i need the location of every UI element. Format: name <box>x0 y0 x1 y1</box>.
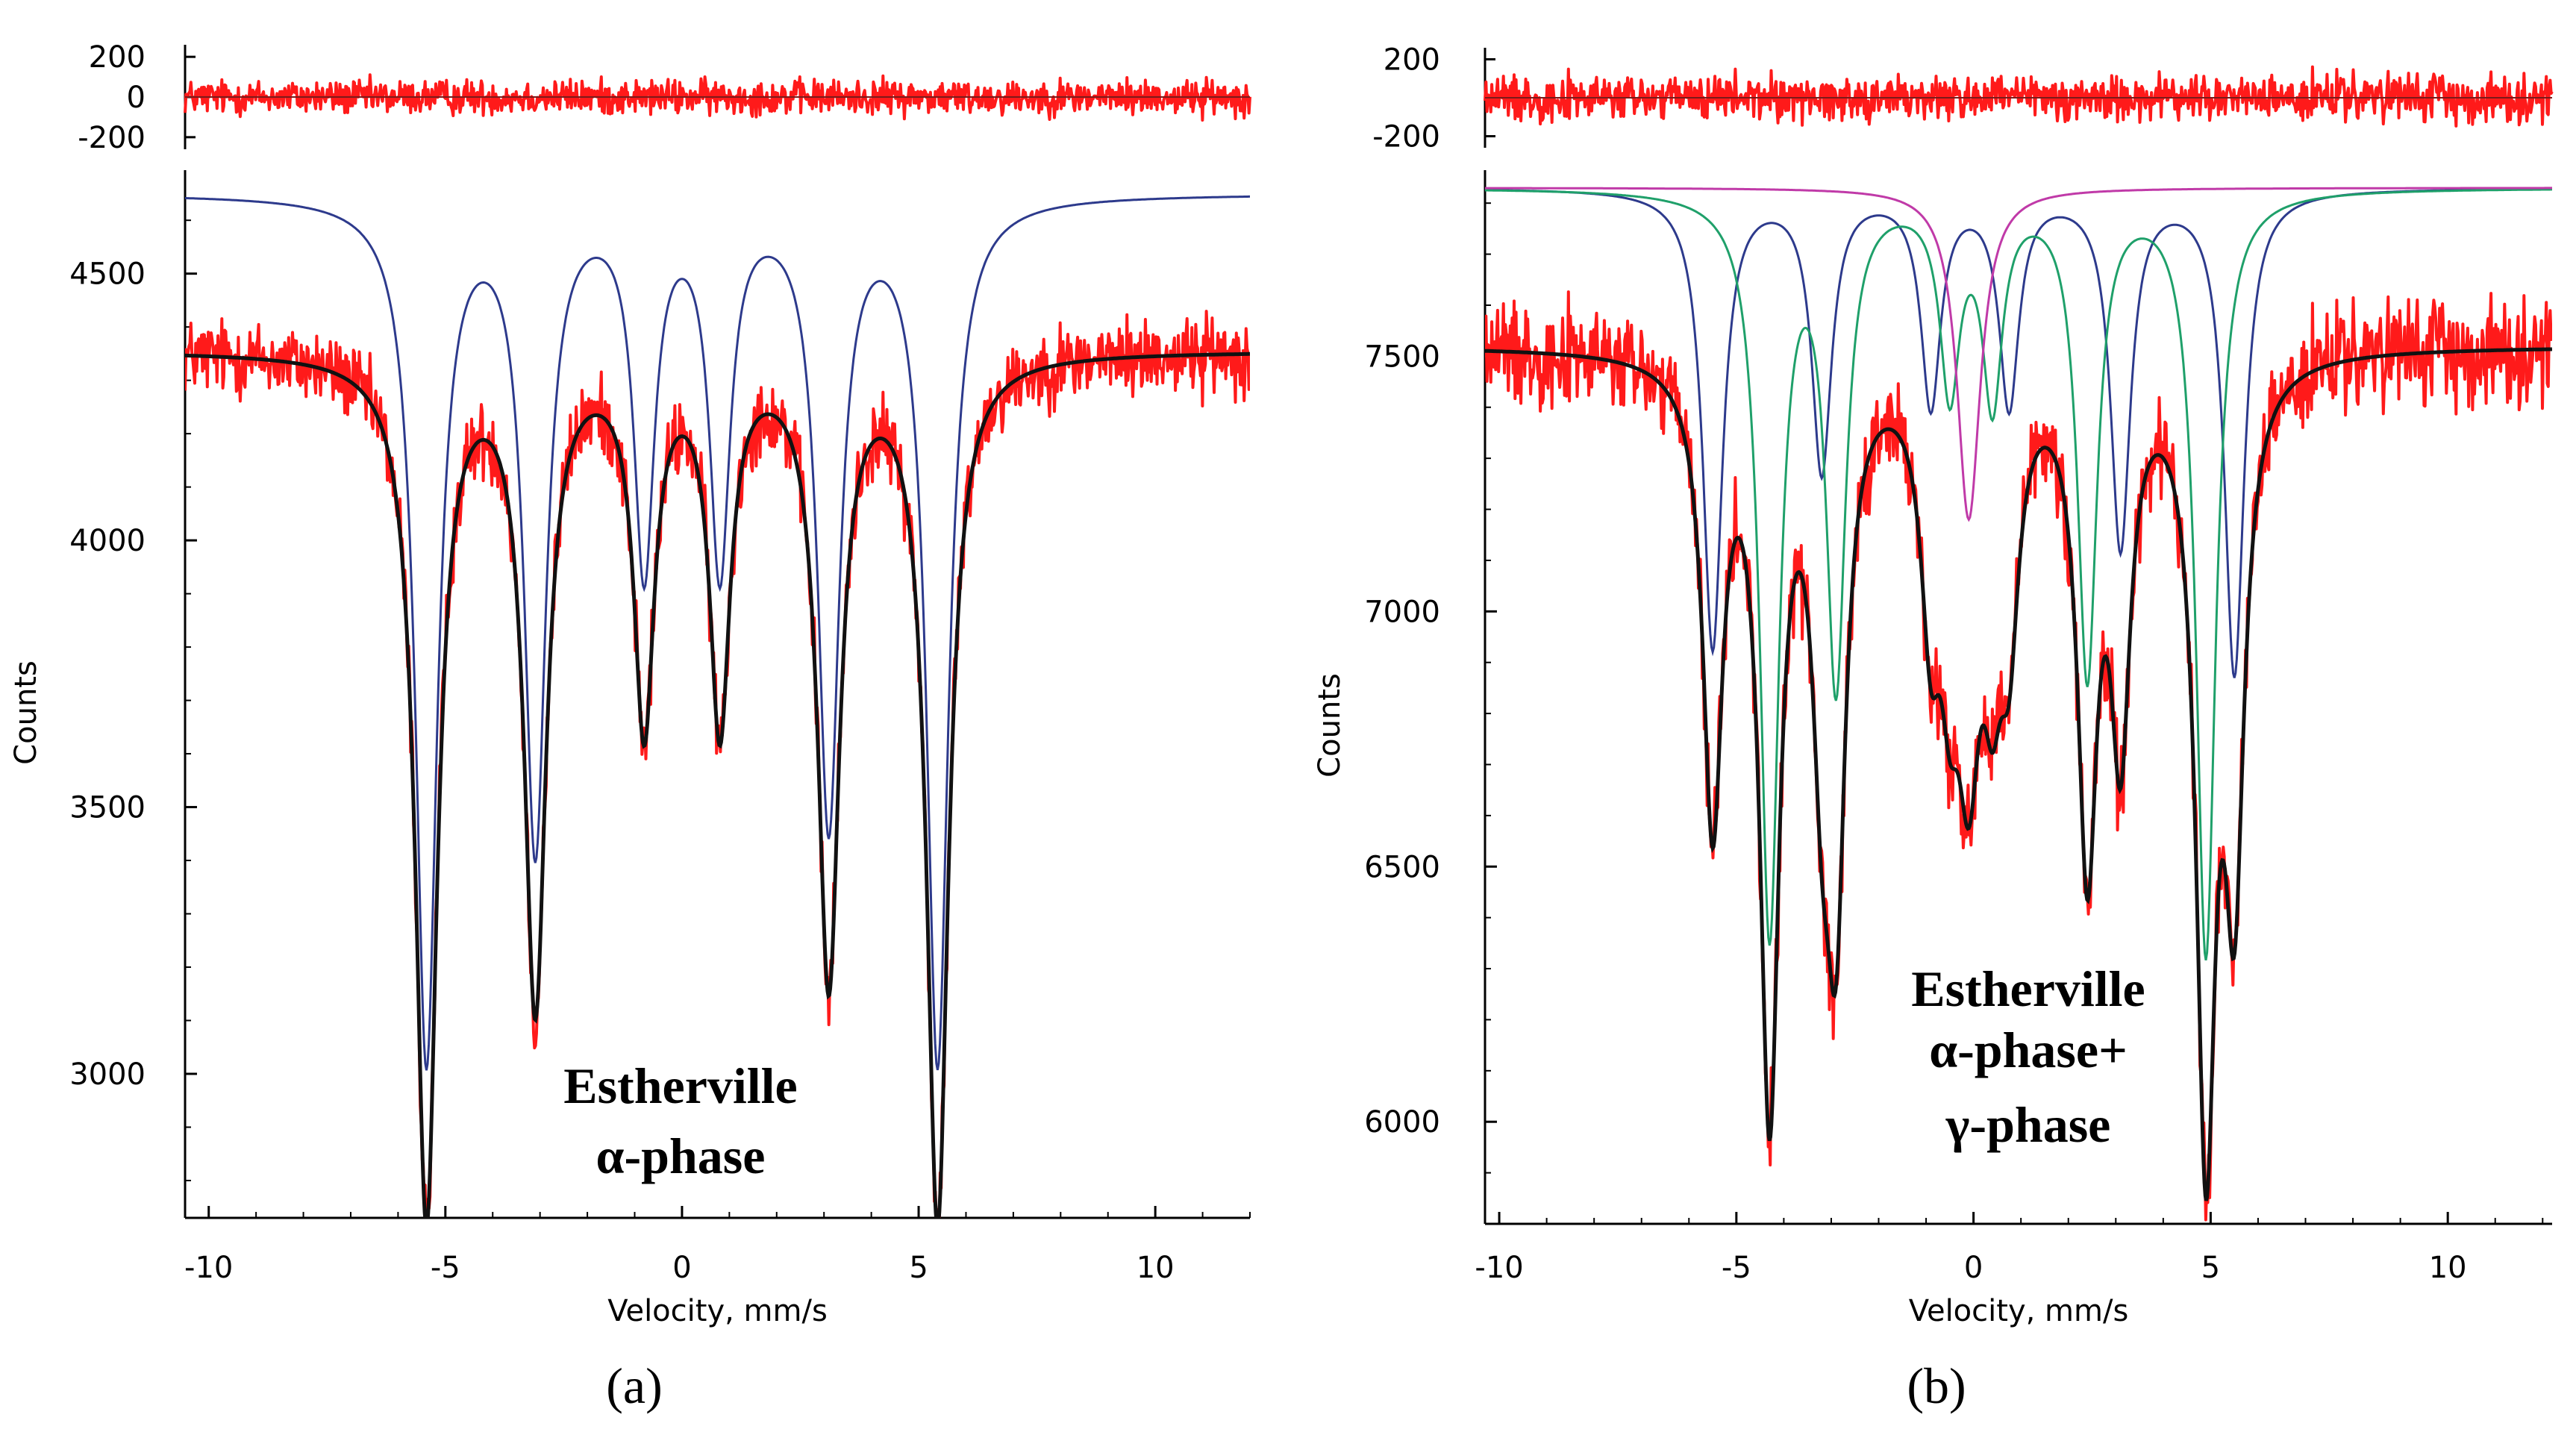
y-tick-label: 7000 <box>1364 595 1440 629</box>
x-tick-label: 10 <box>2429 1251 2467 1285</box>
x-tick-label: 5 <box>2201 1251 2220 1285</box>
y-tick-label: 6000 <box>1364 1105 1440 1140</box>
component-1 <box>185 195 1250 1071</box>
residual-y-tick-label: 200 <box>89 40 146 75</box>
x-tick-label: 0 <box>672 1251 691 1285</box>
annotation-line-1: Estherville <box>1911 960 2145 1017</box>
y-tick-label: 3000 <box>69 1057 146 1092</box>
y-tick-label: 4000 <box>69 524 146 558</box>
annotation-line-2: α-phase <box>596 1128 766 1184</box>
component-2 <box>1485 188 2552 961</box>
x-axis-title: Velocity, mm/s <box>1909 1294 2129 1328</box>
panel-b: 6000 6500 7000 7500 200 -200 -10 -5 0 5 10 Velocity… <box>1313 43 2554 1414</box>
x-axis-title: Velocity, mm/s <box>607 1294 828 1328</box>
data-series <box>1485 290 2552 1222</box>
residual-y-tick-label: 200 <box>1384 43 1440 77</box>
y-tick-label: 7500 <box>1364 340 1440 374</box>
y-tick-label: 4500 <box>69 257 146 292</box>
residual-y-tick-label: -200 <box>1372 120 1440 154</box>
annotation-line-2: α-phase+ <box>1929 1022 2128 1078</box>
x-tick-label: 10 <box>1137 1251 1175 1285</box>
fit-curve <box>185 351 1250 1218</box>
component-3 <box>1485 187 2552 522</box>
panel-label: (b) <box>1907 1357 1966 1414</box>
y-axis-title: Counts <box>9 660 43 765</box>
annotation-line-1: Estherville <box>563 1057 798 1114</box>
y-tick-label: 6500 <box>1364 850 1440 884</box>
residual-y-tick-label: -200 <box>78 121 146 155</box>
y-tick-label: 3500 <box>69 791 146 825</box>
x-tick-label: -5 <box>1722 1251 1751 1285</box>
y-axis-title: Counts <box>1313 673 1347 778</box>
x-tick-label: 5 <box>909 1251 928 1285</box>
x-tick-label: -10 <box>1475 1251 1523 1285</box>
x-tick-label: -5 <box>431 1251 460 1285</box>
panel-label: (a) <box>606 1357 662 1414</box>
x-tick-label: 0 <box>1964 1251 1983 1285</box>
component-1 <box>1485 187 2552 678</box>
x-tick-label: -10 <box>184 1251 233 1285</box>
panel-a: 3000 3500 4000 4500 200 0 -200 -10 -5 0 5 10 Velocit… <box>9 40 1251 1414</box>
annotation-line-3: γ-phase <box>1945 1096 2111 1153</box>
residual-y-tick-label: 0 <box>127 81 146 115</box>
fit-curve <box>1485 347 2552 1201</box>
residual-series <box>1484 65 2554 128</box>
